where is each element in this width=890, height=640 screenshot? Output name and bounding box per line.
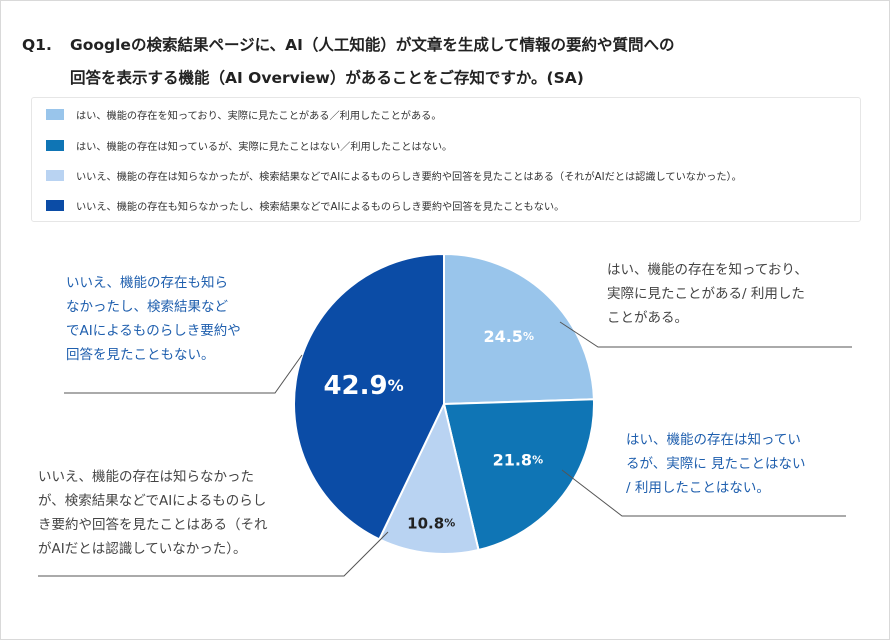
question-text-line1: Googleの検索結果ページに、AI（人工知能）が文章を生成して情報の要約や質問… (70, 36, 675, 54)
callout-slice-3: いいえ、機能の存在は知らなかった が、検索結果などでAIによるものらし き要約や… (38, 469, 268, 557)
legend-item-1: はい、機能の存在を知っており、実際に見たことがある／利用したことがある。 (46, 106, 442, 122)
pie-slice-3 (377, 401, 480, 555)
legend-swatch-3 (46, 169, 64, 181)
slice-value-label-4: 42.9% (323, 370, 403, 400)
legend-item-4: いいえ、機能の存在も知らなかったし、検索結果などでAIによるものらしき要約や回答… (46, 197, 564, 213)
leader-line-2 (561, 469, 846, 517)
legend-label-4: いいえ、機能の存在も知らなかったし、検索結果などでAIによるものらしき要約や回答… (76, 201, 565, 213)
question-text-line2: 回答を表示する機能（AI Overview）があることをご存知ですか。(SA) (70, 69, 584, 87)
callout-slice-4: いいえ、機能の存在も知ら なかったし、検索結果など でAIによるものらしき要約や… (66, 275, 241, 363)
slice-value-label-2: 21.8% (493, 450, 544, 469)
slice-value-label-1: 24.5% (483, 327, 534, 346)
legend-label-1: はい、機能の存在を知っており、実際に見たことがある／利用したことがある。 (76, 110, 442, 122)
legend-label-2: はい、機能の存在は知っているが、実際に見たことはない／利用したことはない。 (76, 141, 453, 153)
pie-slice-1 (443, 252, 595, 406)
legend-swatch-1 (46, 108, 64, 120)
slice-value-label-3: 10.8% (407, 514, 455, 532)
callout-slice-2: はい、機能の存在は知ってい るが、実際に 見たことはない / 利用したことはない… (626, 432, 806, 496)
pie-slice-4 (293, 252, 445, 541)
leader-line-4 (64, 354, 303, 394)
leader-line-3 (38, 531, 389, 577)
question-title: Q1. Googleの検索結果ページに、AI（人工知能）が文章を生成して情報の要約… (22, 29, 872, 95)
leader-line-1 (559, 321, 852, 348)
legend-swatch-4 (46, 199, 64, 211)
pie-slice-2 (442, 398, 595, 552)
legend: はい、機能の存在を知っており、実際に見たことがある／利用したことがある。 はい、… (31, 97, 861, 222)
legend-swatch-2 (46, 139, 64, 151)
legend-label-3: いいえ、機能の存在は知らなかったが、検索結果などでAIによるものらしき要約や回答… (76, 171, 742, 183)
legend-item-2: はい、機能の存在は知っているが、実際に見たことはない／利用したことはない。 (46, 137, 452, 153)
callout-slice-1: はい、機能の存在を知っており、 実際に見たことがある/ 利用した ことがある。 (607, 262, 808, 326)
question-number: Q1. (22, 36, 52, 54)
legend-item-3: いいえ、機能の存在は知らなかったが、検索結果などでAIによるものらしき要約や回答… (46, 167, 742, 183)
